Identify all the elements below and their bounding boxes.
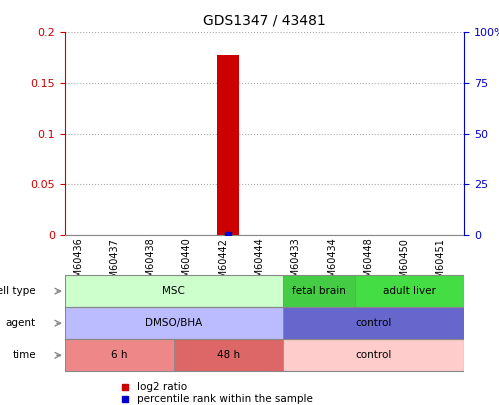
Text: agent: agent: [5, 318, 36, 328]
Text: control: control: [355, 318, 392, 328]
FancyBboxPatch shape: [282, 339, 464, 371]
Bar: [217, 55, 239, 235]
Text: 6 h: 6 h: [111, 350, 128, 360]
Text: fetal brain: fetal brain: [292, 286, 346, 296]
Text: 48 h: 48 h: [217, 350, 240, 360]
Text: DMSO/BHA: DMSO/BHA: [145, 318, 203, 328]
Text: log2 ratio: log2 ratio: [137, 382, 187, 392]
Text: control: control: [355, 350, 392, 360]
Text: time: time: [12, 350, 36, 360]
Text: adult liver: adult liver: [383, 286, 436, 296]
FancyBboxPatch shape: [65, 275, 282, 307]
Text: MSC: MSC: [162, 286, 185, 296]
FancyBboxPatch shape: [65, 339, 174, 371]
FancyBboxPatch shape: [282, 275, 355, 307]
FancyBboxPatch shape: [355, 275, 464, 307]
Text: percentile rank within the sample: percentile rank within the sample: [137, 394, 312, 404]
FancyBboxPatch shape: [282, 307, 464, 339]
Text: cell type: cell type: [0, 286, 36, 296]
FancyBboxPatch shape: [65, 307, 282, 339]
Title: GDS1347 / 43481: GDS1347 / 43481: [203, 13, 326, 27]
FancyBboxPatch shape: [174, 339, 282, 371]
